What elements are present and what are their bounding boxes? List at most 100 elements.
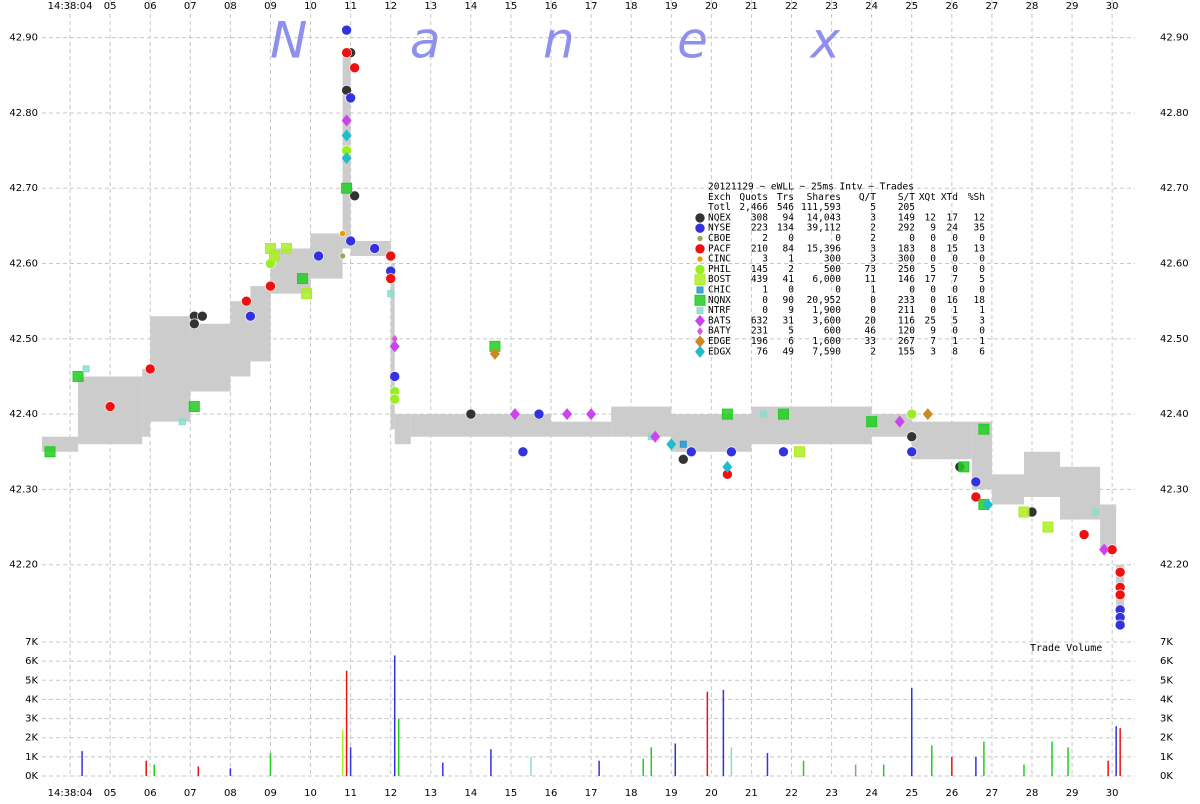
table-cell: 308 (751, 212, 768, 223)
table-cell: BATS (708, 315, 731, 326)
volume-bar (674, 743, 677, 776)
trade-marker (301, 288, 313, 300)
trade-marker (679, 440, 687, 448)
volume-bar (730, 747, 733, 776)
table-cell: 0 (952, 285, 958, 296)
y-tick-label-right: 42.90 (1160, 33, 1189, 44)
trade-marker (958, 461, 970, 473)
legend-marker (697, 327, 703, 336)
table-cell: 0 (835, 285, 841, 296)
x-tick-label-bottom: 10 (304, 788, 317, 799)
x-tick-label-bottom: 24 (865, 788, 878, 799)
trade-marker (686, 446, 697, 458)
table-cell: 76 (757, 346, 769, 357)
trade-marker (586, 408, 597, 421)
table-cell: 183 (898, 243, 915, 254)
table-cell: 3 (870, 243, 876, 254)
volume-tick-label-left: 5K (25, 675, 38, 686)
y-tick-label-left: 42.30 (9, 484, 38, 495)
legend-marker (694, 264, 706, 275)
table-cell: 149 (898, 212, 915, 223)
table-cell: 0 (952, 233, 958, 244)
table-cell: 3 (979, 315, 985, 326)
table-cell: 1 (870, 285, 876, 296)
volume-tick-label-left: 1K (25, 752, 38, 763)
trade-marker (509, 408, 520, 421)
volume-tick-label-right: 4K (1160, 694, 1173, 705)
volume-tick-label-left: 0K (25, 771, 38, 782)
table-cell: 0 (909, 233, 915, 244)
x-tick-label-bottom: 12 (384, 788, 397, 799)
nbbo-step (230, 301, 251, 377)
x-tick-label-top: 21 (745, 1, 758, 12)
y-tick-label-left: 42.80 (9, 108, 38, 119)
nbbo-step (551, 421, 612, 437)
y-tick-label-right: 42.60 (1160, 259, 1189, 270)
x-tick-label-top: 30 (1106, 1, 1119, 12)
table-cell: 0 (952, 254, 958, 265)
x-tick-label-top: 10 (304, 1, 317, 12)
trade-marker (778, 446, 789, 458)
table-cell: 0 (979, 326, 985, 337)
table-cell: CBOE (708, 233, 731, 244)
trade-marker (297, 273, 309, 285)
x-tick-label-bottom: 19 (665, 788, 678, 799)
table-cell: 205 (898, 202, 915, 213)
legend-marker (696, 255, 704, 263)
trade-marker (178, 418, 186, 426)
table-cell: 0 (870, 305, 876, 316)
trade-marker (241, 295, 252, 307)
table-cell: 120 (898, 326, 915, 337)
legend-marker (696, 235, 704, 242)
nbbo-step (911, 421, 972, 460)
table-cell: 267 (898, 336, 915, 347)
x-tick-label-bottom: 26 (945, 788, 958, 799)
trade-marker (339, 252, 346, 260)
nbbo-step (190, 323, 231, 392)
labels: 14:38:0414:38:04050506060707080809091010… (9, 1, 1188, 799)
x-tick-label-top: 24 (865, 1, 878, 12)
table-cell: BOST (708, 274, 731, 285)
trade-marker (339, 230, 346, 237)
table-cell: 20 (865, 315, 877, 326)
table-cell: 24 (947, 223, 959, 234)
y-tick-label-right: 42.30 (1160, 484, 1189, 495)
y-tick-label-left: 42.90 (9, 33, 38, 44)
x-tick-label-top: 18 (625, 1, 638, 12)
x-tick-label-bottom: 09 (264, 788, 277, 799)
table-cell: 0 (762, 295, 768, 306)
table-cell: 1 (952, 305, 958, 316)
table-cell: 15,396 (807, 243, 842, 254)
table-cell: 0 (762, 305, 768, 316)
trade-marker (389, 371, 401, 382)
trade-marker (345, 92, 356, 104)
x-tick-label-top: 08 (224, 1, 237, 12)
volume-bar (393, 655, 396, 776)
x-tick-label-top: 14:38:04 (48, 1, 93, 12)
table-cell: 0 (952, 264, 958, 275)
volume-bar (598, 760, 600, 776)
trade-marker (759, 410, 767, 418)
x-tick-label-bottom: 27 (986, 788, 999, 799)
volume-bar (882, 764, 885, 776)
trade-marker (144, 363, 156, 375)
trade-marker (189, 318, 200, 330)
table-header: Exch (708, 192, 731, 203)
table-cell: 632 (751, 315, 768, 326)
volume-bar (442, 762, 444, 776)
table-cell: 84 (783, 243, 795, 254)
stats-table: 20121129 ~ eWLL ~ 25ms Intv ~ TradesExch… (694, 182, 985, 358)
table-cell: 16 (947, 295, 959, 306)
volume-bar (341, 730, 344, 776)
table-cell: 134 (777, 223, 794, 234)
x-tick-label-top: 16 (545, 1, 558, 12)
y-tick-label-right: 42.40 (1160, 409, 1189, 420)
volume-bar (931, 745, 933, 776)
x-tick-label-top: 20 (705, 1, 718, 12)
table-cell: EDGE (708, 336, 731, 347)
volume-bar (722, 689, 725, 776)
x-tick-label-top: 25 (905, 1, 918, 12)
volume-bar (145, 760, 147, 776)
table-cell: 5 (788, 326, 794, 337)
